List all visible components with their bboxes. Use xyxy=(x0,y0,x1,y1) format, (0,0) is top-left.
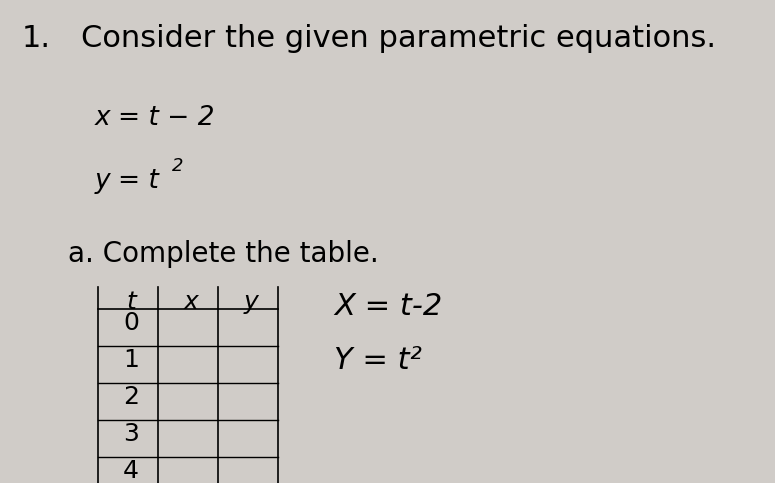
Text: t: t xyxy=(126,290,136,313)
Text: X = t-2: X = t-2 xyxy=(334,292,443,321)
Text: a. Complete the table.: a. Complete the table. xyxy=(68,240,379,268)
Text: x: x xyxy=(184,290,198,313)
Text: 1: 1 xyxy=(123,348,140,372)
Text: 2: 2 xyxy=(123,385,140,409)
Text: Consider the given parametric equations.: Consider the given parametric equations. xyxy=(81,24,716,53)
Text: 4: 4 xyxy=(123,459,140,483)
Text: 0: 0 xyxy=(123,311,140,335)
Text: 3: 3 xyxy=(123,422,140,446)
Text: x = t − 2: x = t − 2 xyxy=(95,105,215,131)
Text: 2: 2 xyxy=(172,156,184,175)
Text: Y = t²: Y = t² xyxy=(334,346,422,375)
Text: 1.: 1. xyxy=(22,24,50,53)
Text: y: y xyxy=(243,290,258,313)
Text: y = t: y = t xyxy=(95,168,160,194)
